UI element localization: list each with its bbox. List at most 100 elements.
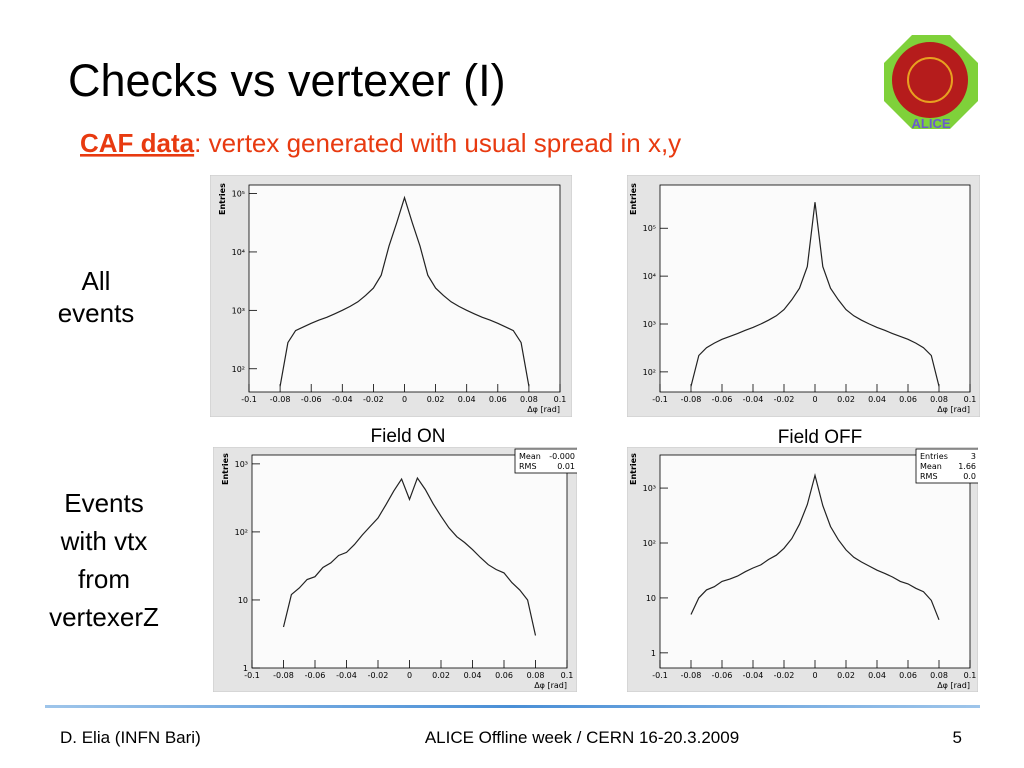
row-label-line: with vtx — [60, 526, 148, 556]
stats-name: RMS — [519, 462, 537, 471]
x-tick-label: 0.1 — [554, 395, 567, 404]
x-tick-label: -0.02 — [363, 395, 384, 404]
histogram-panel: 10² 10³ 10⁴ 10⁵ -0.1 -0.08 -0.06 -0.04 -0.02 0 0.0… — [210, 175, 572, 417]
stats-name: RMS — [920, 472, 938, 481]
x-tick-label: 0.06 — [489, 395, 507, 404]
y-tick-label: 1 — [651, 649, 656, 658]
y-tick-label: 10³ — [235, 460, 248, 469]
y-tick-label: 10³ — [643, 320, 656, 329]
y-tick-label: 10³ — [232, 306, 245, 315]
x-tick-label: -0.08 — [270, 395, 291, 404]
x-tick-label: 0.06 — [899, 671, 917, 680]
x-axis-title: Δφ [rad] — [937, 405, 970, 414]
histogram-line — [282, 476, 537, 636]
panel-caption: Field OFF — [778, 427, 862, 448]
y-tick-label: 10² — [643, 368, 656, 377]
stats-value: 1.66 — [958, 462, 976, 471]
x-tick-label: -0.02 — [774, 671, 795, 680]
y-tick-label: 10 — [646, 594, 656, 603]
subtitle: CAF data: vertex generated with usual sp… — [80, 128, 681, 158]
row-label-line: events — [58, 298, 135, 328]
x-tick-label: 0.08 — [930, 671, 948, 680]
x-tick-label: -0.04 — [743, 395, 764, 404]
row-label: All events — [58, 266, 135, 328]
stats-value: -0.000 — [549, 452, 575, 461]
slide-title: Checks vs vertexer (I) — [68, 55, 506, 106]
y-axis-title: Entries — [221, 453, 230, 485]
x-tick-label: 0.06 — [899, 395, 917, 404]
row-label-line: Events — [64, 488, 144, 518]
x-tick-label: 0 — [402, 395, 407, 404]
x-tick-label: 0.08 — [520, 395, 538, 404]
x-tick-label: -0.02 — [774, 395, 795, 404]
x-tick-label: 0.04 — [464, 671, 482, 680]
stats-name: Entries — [920, 452, 948, 461]
x-axis-title: Δφ [rad] — [534, 681, 567, 690]
stats-value: 0.01 — [557, 462, 575, 471]
y-tick-label: 10⁴ — [232, 248, 245, 257]
stats-value: 0.0 — [963, 472, 976, 481]
histogram-panel: 1 10 10² 10³ -0.1 -0.08 -0.06 -0.04 -0.02 0 0.02 0.… — [627, 447, 978, 692]
x-tick-label: 0.08 — [930, 395, 948, 404]
logo-ring — [907, 57, 953, 103]
x-tick-label: -0.06 — [301, 395, 322, 404]
y-tick-label: 1 — [243, 664, 248, 673]
x-tick-label: 0 — [812, 671, 817, 680]
x-tick-label: -0.08 — [273, 671, 294, 680]
logo: ALICE — [884, 35, 978, 131]
y-tick-label: 10⁵ — [232, 190, 245, 199]
y-tick-label: 10⁴ — [643, 272, 656, 281]
x-tick-label: -0.06 — [712, 395, 733, 404]
x-axis-title: Δφ [rad] — [937, 681, 970, 690]
footer-right: 5 — [953, 728, 962, 747]
x-tick-label: 0.02 — [427, 395, 445, 404]
x-tick-label: -0.08 — [681, 671, 702, 680]
stats-box — [915, 448, 978, 484]
x-tick-label: 0.06 — [495, 671, 513, 680]
row-label-line: vertexerZ — [49, 602, 159, 632]
row-label: Events with vtx from vertexerZ — [49, 488, 159, 632]
footer-left: D. Elia (INFN Bari) — [60, 728, 201, 747]
y-axis-title: Entries — [629, 453, 638, 485]
x-tick-label: 0 — [812, 395, 817, 404]
plot-area — [251, 454, 568, 669]
x-tick-label: -0.1 — [652, 671, 668, 680]
y-tick-label: 10⁵ — [643, 224, 656, 233]
x-tick-label: -0.02 — [368, 671, 389, 680]
x-tick-label: -0.1 — [241, 395, 257, 404]
x-tick-label: 0.1 — [964, 395, 977, 404]
y-tick-label: 10 — [238, 596, 248, 605]
y-tick-label: 10² — [232, 365, 245, 374]
histogram-panel: 1 10 10² 10³ -0.1 -0.08 -0.06 -0.04 -0.02 0 0.02 0.… — [213, 447, 577, 692]
x-tick-label: 0.1 — [561, 671, 574, 680]
y-tick-label: 10² — [643, 539, 656, 548]
plot-area — [659, 184, 971, 393]
x-tick-label: 0.04 — [868, 395, 886, 404]
stats-box — [514, 448, 577, 474]
plot-area — [248, 184, 561, 393]
x-tick-label: -0.08 — [681, 395, 702, 404]
row-label-line: All — [82, 266, 111, 296]
x-tick-label: -0.06 — [305, 671, 326, 680]
stats-value: 3 — [971, 452, 976, 461]
x-tick-label: 0.1 — [964, 671, 977, 680]
logo-circle — [892, 42, 968, 118]
stats-name: Mean — [519, 452, 541, 461]
y-axis-title: Entries — [629, 183, 638, 215]
x-tick-label: -0.04 — [743, 671, 764, 680]
x-tick-label: 0.04 — [458, 395, 476, 404]
y-tick-label: 10² — [235, 528, 248, 537]
x-tick-label: 0.02 — [432, 671, 450, 680]
histogram-panel: 10² 10³ 10⁴ 10⁵ -0.1 -0.08 -0.06 -0.04 -0.02 0 0.0… — [627, 175, 980, 417]
footer-rule — [45, 705, 980, 708]
x-tick-label: -0.1 — [652, 395, 668, 404]
x-tick-label: 0.02 — [837, 395, 855, 404]
x-tick-label: -0.04 — [332, 395, 353, 404]
histogram-line — [690, 202, 940, 387]
histogram-line — [279, 195, 530, 387]
x-tick-label: -0.04 — [336, 671, 357, 680]
footer-center: ALICE Offline week / CERN 16-20.3.2009 — [425, 728, 739, 747]
x-tick-label: 0.04 — [868, 671, 886, 680]
